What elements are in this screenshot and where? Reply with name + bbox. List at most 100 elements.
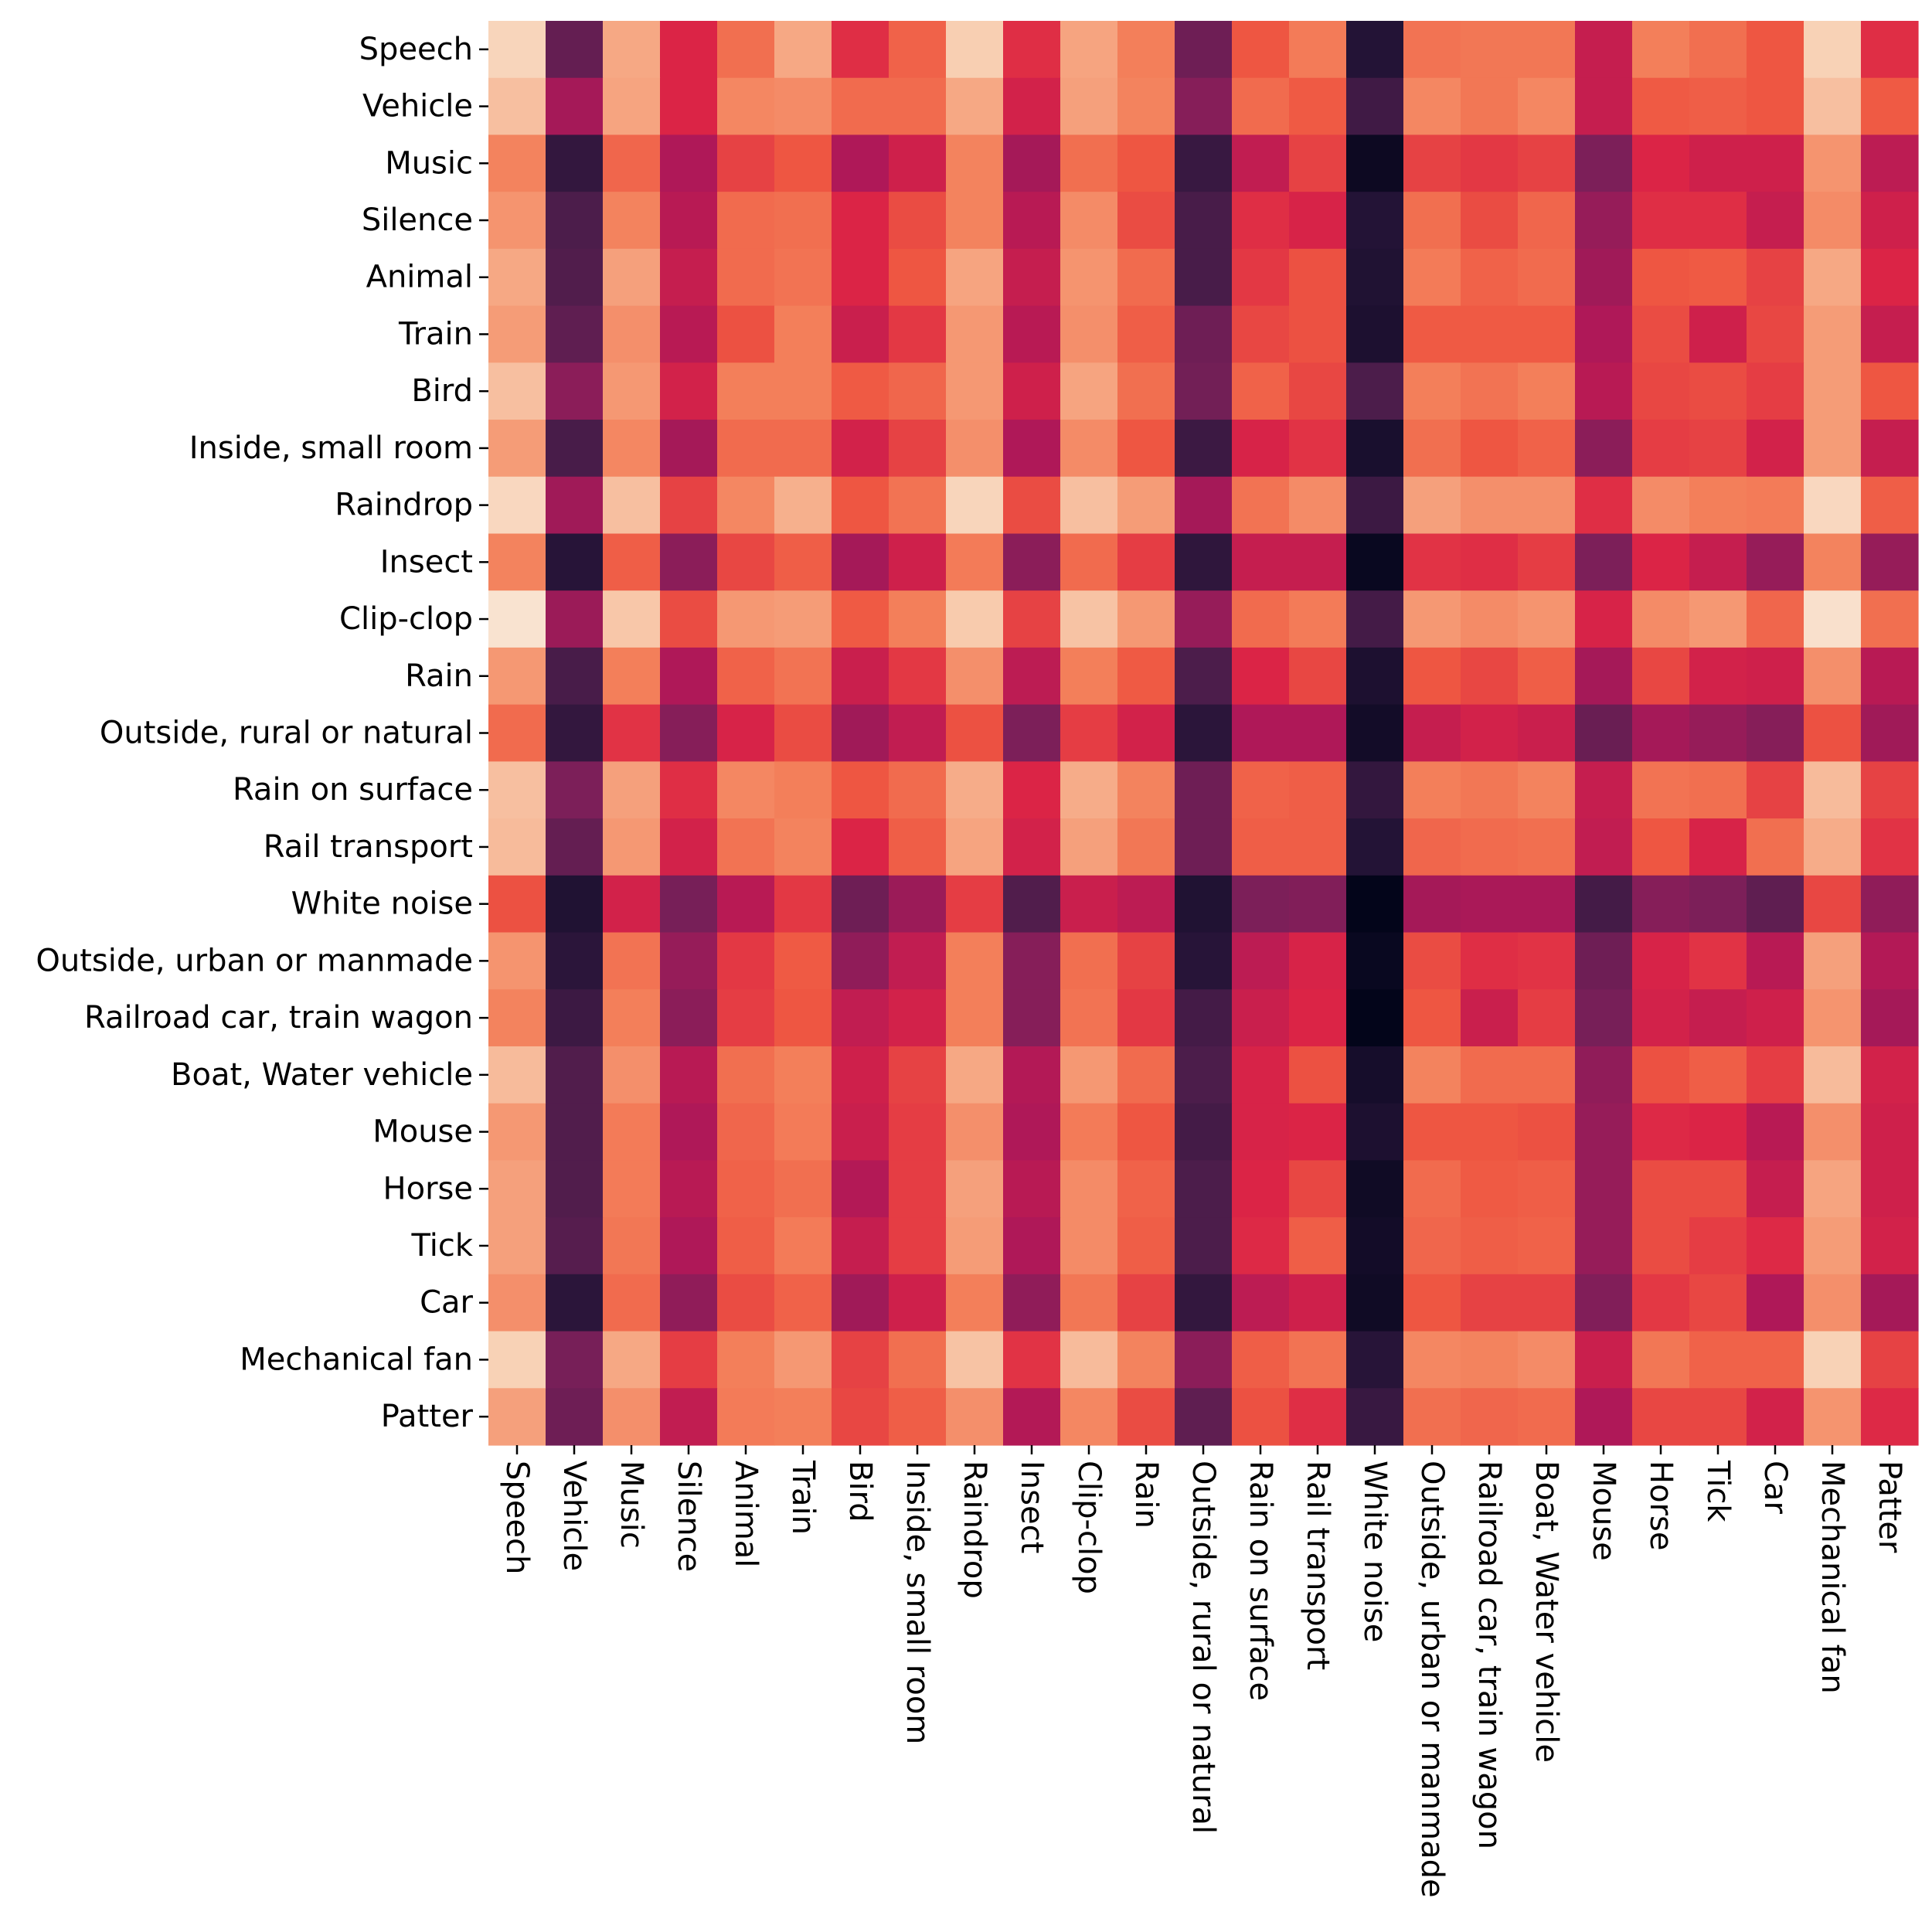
heatmap-cell: [1289, 77, 1347, 136]
heatmap-cell: [1289, 1103, 1347, 1161]
heatmap-cell: [1804, 21, 1862, 79]
heatmap-cell: [1403, 1046, 1461, 1104]
heatmap-cell: [1518, 21, 1576, 79]
heatmap-cell: [1232, 248, 1290, 307]
x-tick-label: Tick: [1700, 1460, 1736, 1522]
heatmap-cell: [946, 1046, 1004, 1104]
heatmap-cell: [832, 989, 889, 1047]
x-axis: Speech Vehicle Music Silence Animal Train Bird…: [499, 1445, 1907, 1898]
heatmap-cell: [603, 1274, 661, 1332]
heatmap-cell: [1232, 420, 1290, 478]
heatmap-cell: [1403, 875, 1461, 934]
heatmap-cell: [1346, 1331, 1404, 1389]
heatmap-cell: [1689, 1160, 1747, 1218]
y-tick-label: Rail transport: [264, 829, 473, 865]
heatmap-cell: [488, 305, 546, 363]
heatmap-cell: [1632, 761, 1690, 819]
heatmap-cell: [1232, 1046, 1290, 1104]
heatmap-cell: [1461, 1331, 1519, 1389]
heatmap-cell: [1689, 362, 1747, 420]
heatmap-cell: [1117, 533, 1175, 591]
heatmap-cell: [603, 1046, 661, 1104]
heatmap-cell: [1575, 704, 1633, 762]
heatmap-cell: [1518, 932, 1576, 990]
heatmap-cell: [1003, 1217, 1061, 1275]
heatmap-cell: [774, 1388, 832, 1446]
heatmap-cell: [1518, 1160, 1576, 1218]
heatmap-cell: [946, 932, 1004, 990]
x-tick-label: Horse: [1643, 1461, 1679, 1550]
x-tick-label: Car: [1757, 1461, 1793, 1514]
heatmap-cell: [1403, 647, 1461, 706]
heatmap-cell: [717, 590, 775, 648]
heatmap-cell: [717, 1388, 775, 1446]
x-tick-label: Train: [785, 1460, 821, 1535]
heatmap-cell: [1003, 134, 1061, 192]
heatmap-cell: [1804, 647, 1862, 706]
heatmap-cell: [1689, 1046, 1747, 1104]
heatmap-cell: [1003, 1331, 1061, 1389]
x-tick-label: Silence: [671, 1461, 706, 1572]
heatmap-cell: [1461, 875, 1519, 934]
heatmap-cell: [832, 77, 889, 136]
heatmap-cell: [1575, 932, 1633, 990]
heatmap-cell: [660, 192, 718, 250]
heatmap-cell: [832, 1331, 889, 1389]
heatmap-cell: [1689, 590, 1747, 648]
heatmap-cell: [1518, 1046, 1576, 1104]
heatmap-cell: [1403, 761, 1461, 819]
heatmap-cell: [1289, 533, 1347, 591]
x-tick-label: Animal: [728, 1461, 764, 1567]
heatmap-cell: [1003, 704, 1061, 762]
heatmap-cell: [1003, 1103, 1061, 1161]
heatmap-cell: [1461, 77, 1519, 136]
heatmap-cell: [660, 1217, 718, 1275]
x-tick-label: Patter: [1872, 1461, 1907, 1553]
heatmap-cell: [1403, 420, 1461, 478]
heatmap-cell: [1346, 875, 1404, 934]
heatmap-cell: [546, 1103, 604, 1161]
heatmap-cell: [1175, 818, 1233, 876]
heatmap-cell: [546, 1388, 604, 1446]
heatmap-cell: [832, 192, 889, 250]
heatmap-cell: [1804, 1274, 1862, 1332]
heatmap-cell: [1232, 989, 1290, 1047]
heatmap-cell: [1804, 875, 1862, 934]
heatmap-cell: [1117, 192, 1175, 250]
heatmap-cell: [1632, 533, 1690, 591]
heatmap-cell: [1518, 420, 1576, 478]
heatmap-cell: [1060, 305, 1118, 363]
heatmap-cell: [774, 1274, 832, 1332]
heatmap-cell: [603, 533, 661, 591]
heatmap-cell: [717, 647, 775, 706]
x-tick-label: Boat, Water vehicle: [1529, 1461, 1564, 1763]
heatmap-cell: [832, 248, 889, 307]
heatmap-cell: [1117, 1046, 1175, 1104]
heatmap-cell: [546, 21, 604, 79]
heatmap-cell: [1346, 21, 1404, 79]
heatmap-cell: [832, 420, 889, 478]
heatmap-cell: [1861, 533, 1919, 591]
heatmap-cell: [1518, 134, 1576, 192]
heatmap-cell: [1060, 761, 1118, 819]
heatmap-cell: [1003, 305, 1061, 363]
heatmap-cell: [1804, 1388, 1862, 1446]
heatmap-cell: [1518, 818, 1576, 876]
heatmap-cell: [1060, 818, 1118, 876]
heatmap-cell: [889, 590, 947, 648]
heatmap-cell: [1232, 362, 1290, 420]
heatmap-cell: [889, 1217, 947, 1275]
heatmap-cell: [1289, 761, 1347, 819]
y-tick-label: Raindrop: [335, 488, 473, 523]
x-tick-label: Railroad car, train wagon: [1471, 1461, 1507, 1849]
heatmap-cell: [1289, 647, 1347, 706]
heatmap-cell: [717, 1103, 775, 1161]
heatmap-cell: [603, 875, 661, 934]
heatmap-cell: [1861, 1046, 1919, 1104]
heatmap-cell: [832, 362, 889, 420]
heatmap-cell: [774, 1217, 832, 1275]
heatmap-cell: [1117, 932, 1175, 990]
heatmap-cell: [1804, 761, 1862, 819]
heatmap-cell: [1575, 21, 1633, 79]
heatmap-cell: [1060, 134, 1118, 192]
